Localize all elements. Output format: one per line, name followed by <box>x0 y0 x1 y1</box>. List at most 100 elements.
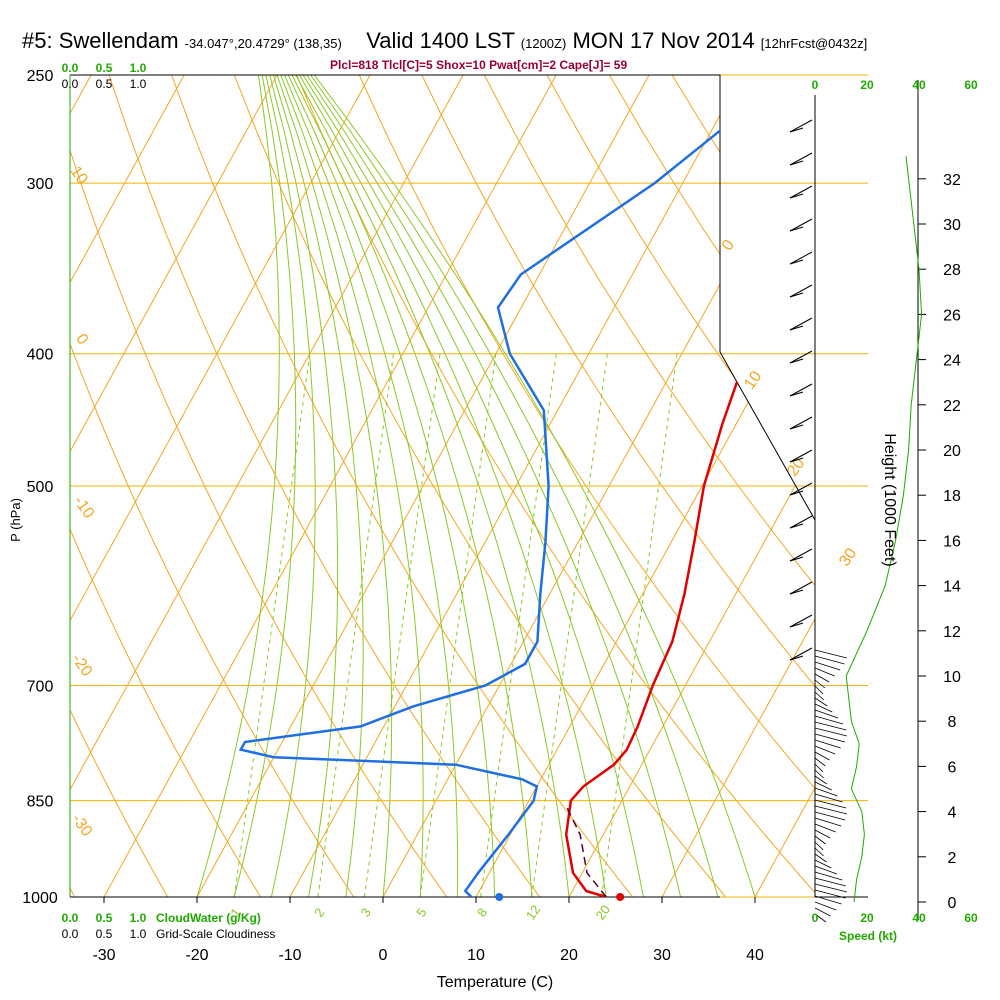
surface-temp-dot <box>616 893 625 901</box>
wind-barb <box>789 548 813 562</box>
wind-barb <box>814 835 826 845</box>
wind-barb <box>814 751 830 761</box>
dry-adiabat-line <box>985 75 1000 897</box>
wind-barb <box>814 847 824 857</box>
height-tick-label: 6 <box>948 759 957 776</box>
wind-barb <box>789 226 804 232</box>
speed-top-label: 40 <box>912 78 926 92</box>
dry-adiabat-line <box>421 75 815 897</box>
pressure-tick-label: 700 <box>27 679 54 696</box>
wind-barb <box>814 889 846 899</box>
wind-barb <box>814 907 831 917</box>
wind-barb <box>789 119 813 133</box>
moist-adiabat-line <box>272 75 364 897</box>
wind-barb <box>814 679 826 689</box>
x-tick-label: -30 <box>92 947 115 964</box>
wind-barb <box>789 556 804 562</box>
height-tick-label: 22 <box>943 398 961 415</box>
mixing-ratio-line <box>531 353 608 897</box>
mixing-ratio-line <box>419 353 497 897</box>
cloudwater-top-tick: 1.0 <box>130 61 147 75</box>
wind-barb <box>789 457 804 463</box>
dry-adiabat-line <box>70 75 169 897</box>
mixing-ratio-line <box>480 353 557 897</box>
skew-label: 0 <box>719 237 738 254</box>
wind-barb <box>789 383 813 397</box>
x-tick-label: 40 <box>746 947 764 964</box>
cloudiness-bottom-tick: 1.0 <box>130 927 147 941</box>
valid-time: Valid 1400 LST <box>366 28 515 53</box>
wind-barb <box>789 622 804 628</box>
moist-adiabat-line <box>298 75 607 897</box>
wind-barb <box>789 350 813 364</box>
wind-barb <box>789 251 813 265</box>
dry-adiabat-line <box>546 75 815 897</box>
wind-barb <box>814 799 847 809</box>
height-axis-title: Height (1000 Feet) <box>881 433 898 566</box>
wind-barb <box>814 817 842 827</box>
wind-barb <box>789 424 804 430</box>
pressure-tick-label: 850 <box>27 794 54 811</box>
wind-barb <box>789 391 804 397</box>
wind-barb <box>814 901 837 911</box>
moist-adiabat-line <box>313 75 756 897</box>
wind-barb <box>789 259 804 265</box>
wind-barb <box>814 841 824 851</box>
moist-adiabat-line <box>310 75 719 897</box>
forecast-run: [12hrFcst@0432z] <box>760 36 868 51</box>
skew-label: 10 <box>741 368 765 392</box>
wind-barb <box>814 703 833 713</box>
dewpoint-line <box>238 108 748 897</box>
wind-barb <box>814 715 844 725</box>
mixing-ratio-line <box>363 353 441 897</box>
wind-barb <box>814 727 848 737</box>
height-tick-label: 18 <box>943 488 961 505</box>
dry-adiabat-line <box>296 75 815 897</box>
isotherm-label: -30 <box>68 811 95 840</box>
speed-top-label: 20 <box>860 78 874 92</box>
wind-barb <box>814 661 841 671</box>
x-tick-label: 0 <box>379 947 388 964</box>
wind-barb <box>789 490 804 496</box>
speed-bottom-label: 40 <box>912 911 926 925</box>
x-axis-title: Temperature (C) <box>437 974 553 991</box>
wind-barb <box>789 160 804 166</box>
wind-barb <box>814 805 848 815</box>
wind-barb <box>814 691 825 701</box>
wind-barb <box>789 482 813 496</box>
wind-barb <box>814 913 827 923</box>
x-tick-label: -10 <box>278 947 301 964</box>
height-tick-label: 14 <box>943 579 961 596</box>
wind-barb <box>814 739 841 749</box>
height-tick-label: 30 <box>943 217 961 234</box>
wind-barb <box>789 325 804 331</box>
wind-barb <box>789 292 804 298</box>
height-tick-label: 4 <box>948 805 957 822</box>
wind-barb <box>814 865 838 875</box>
pressure-tick-label: 250 <box>27 68 54 85</box>
wind-barb <box>814 823 836 833</box>
speed-bottom-label: 0 <box>812 911 819 925</box>
wind-barb <box>789 416 813 430</box>
wind-barb <box>814 733 846 743</box>
wind-barb <box>814 877 846 887</box>
profiles <box>238 108 795 897</box>
zulu-time: (1200Z) <box>520 36 567 51</box>
dry-adiabat-line <box>860 75 1000 897</box>
mixing-ratio-line <box>601 353 678 897</box>
mixing-ratio-label: 8 <box>474 905 490 920</box>
wind-barb <box>789 218 813 232</box>
cloudwater-top-tick: 0.0 <box>62 61 79 75</box>
cloudwater-bottom-tick: 0.5 <box>96 911 113 925</box>
height-tick-label: 10 <box>943 669 961 686</box>
wind-barb <box>789 589 804 595</box>
wind-barb <box>814 697 828 707</box>
wind-barb <box>814 829 831 839</box>
x-tick-label: 30 <box>653 947 671 964</box>
wind-barb <box>814 895 842 905</box>
pressure-tick-label: 1000 <box>22 890 58 907</box>
wind-barb <box>814 745 836 755</box>
height-tick-label: 26 <box>943 307 961 324</box>
